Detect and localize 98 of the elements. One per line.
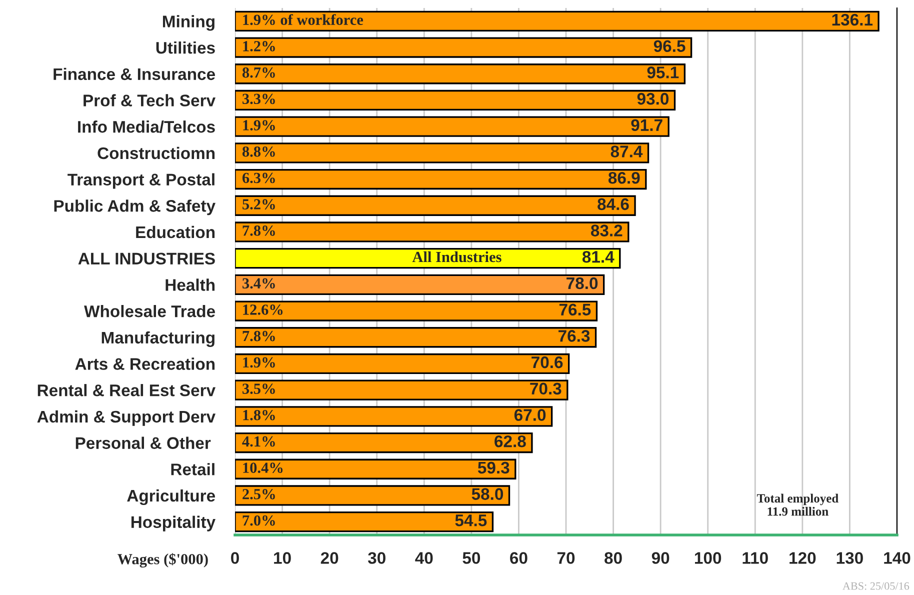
y-tick-label: Finance & Insurance	[54, 68, 215, 80]
annotation: 3.4%	[242, 278, 275, 289]
data-label: 83.2	[590, 224, 622, 236]
annotation: 7.0%	[242, 515, 275, 526]
bar	[235, 353, 570, 374]
y-tick-label: Hospitality	[131, 516, 216, 532]
y-tick-label: Education	[136, 226, 215, 238]
data-label: 78.0	[566, 277, 598, 290]
bar	[235, 248, 621, 269]
data-label: 91.7	[631, 119, 662, 132]
data-label: 93.0	[637, 92, 669, 105]
x-tick-label: 60	[510, 552, 528, 564]
y-tick-label: Public Adm & Safety	[54, 200, 216, 216]
y-tick-label: Constructiomn	[98, 146, 215, 160]
annotation: 3.5%	[242, 384, 275, 394]
bar	[235, 485, 510, 506]
annotation: 2.5%	[242, 488, 275, 500]
annotation: 5.2%	[242, 199, 275, 210]
data-label: 54.5	[455, 514, 487, 526]
bar	[235, 222, 630, 242]
data-label: 86.9	[608, 172, 640, 184]
y-tick-label: Retail	[171, 463, 214, 476]
annotation: 7.8%	[242, 225, 275, 236]
x-tick-label: 120	[790, 552, 816, 564]
bar	[235, 274, 605, 295]
bar	[235, 10, 880, 32]
y-tick-label: Admin & Support Derv	[37, 410, 216, 426]
y-tick-label: Rental & Real Est Serv	[38, 384, 216, 396]
y-tick-label: Info Media/Telcos	[78, 120, 215, 133]
bar	[235, 432, 533, 454]
y-tick-label: Transport & Postal	[68, 173, 214, 189]
annotation: 1.2%	[243, 41, 275, 52]
data-label: 70.6	[532, 356, 563, 368]
annotation: All Industries	[412, 251, 502, 262]
data-label: 81.4	[582, 250, 614, 263]
bar	[235, 300, 598, 322]
data-label: 58.0	[472, 488, 504, 500]
y-tick-label: Arts & Recreation	[75, 358, 215, 370]
annotation: Total employed 11.9 million	[756, 494, 838, 516]
y-tick-label: Health	[166, 278, 215, 291]
bar	[235, 142, 650, 164]
bar	[235, 380, 568, 400]
bar	[235, 64, 686, 84]
bar	[235, 90, 676, 111]
annotation: 7.8%	[242, 330, 275, 342]
y-tick-label: Wholesale Trade	[84, 304, 215, 318]
data-label: 70.3	[530, 382, 562, 395]
annotation: 8.7%	[242, 67, 275, 78]
y-tick-label: Agriculture	[127, 489, 215, 506]
data-label: 76.5	[559, 304, 591, 316]
x-tick-label: 110	[742, 552, 768, 564]
data-label: 95.1	[647, 66, 679, 78]
data-label: 84.6	[598, 198, 629, 210]
bar	[235, 458, 516, 480]
x-axis-title: Wages ($'000)	[118, 553, 208, 568]
annotation: 1.9%	[243, 120, 275, 130]
bar	[235, 116, 670, 137]
x-tick-label: 70	[557, 552, 575, 564]
text: ABS: 25/05/16	[842, 582, 910, 590]
annotation: 10.4%	[243, 462, 283, 474]
x-tick-label: 50	[462, 552, 480, 564]
annotation: 1.9%	[243, 357, 275, 368]
annotation: 8.8%	[242, 146, 275, 157]
y-tick-label: Mining	[162, 15, 214, 31]
data-label: 96.5	[654, 40, 686, 52]
annotation: 6.3%	[242, 172, 275, 184]
x-tick-label: 100	[695, 552, 722, 564]
x-tick-label: 30	[368, 552, 386, 564]
x-tick-label: 130	[836, 552, 863, 564]
y-tick-label: Manufacturing	[102, 331, 214, 347]
bar	[235, 195, 636, 216]
x-tick-label: 40	[415, 552, 433, 564]
annotation: 4.1%	[242, 436, 275, 447]
data-label: 62.8	[494, 435, 526, 448]
x-tick-label: 80	[604, 552, 622, 564]
x-tick-label: 0	[231, 552, 239, 564]
bar	[235, 406, 553, 427]
y-tick-label: ALL INDUSTRIES	[78, 252, 215, 265]
data-label: 76.3	[558, 330, 590, 342]
x-tick-label: 10	[274, 552, 291, 564]
bar	[235, 168, 647, 190]
data-label: 67.0	[514, 409, 546, 421]
annotation: 12.6%	[243, 304, 283, 315]
annotation: 1.8%	[243, 410, 275, 420]
bar	[235, 512, 494, 532]
x-tick-label: 20	[320, 552, 338, 564]
bar	[235, 37, 692, 58]
y-tick-label: Prof & Tech Serv	[84, 94, 216, 106]
annotation: 1.9% of workforce	[243, 14, 364, 26]
y-tick-label: Personal & Other	[76, 436, 211, 449]
data-label: 136.1	[832, 14, 873, 26]
bar	[235, 327, 597, 348]
x-tick-label: 90	[652, 552, 670, 564]
y-tick-label: Utilities	[156, 41, 215, 54]
data-label: 59.3	[478, 462, 510, 474]
x-tick-label: 140	[884, 552, 910, 564]
data-label: 87.4	[610, 146, 643, 158]
annotation: 3.3%	[242, 94, 275, 104]
